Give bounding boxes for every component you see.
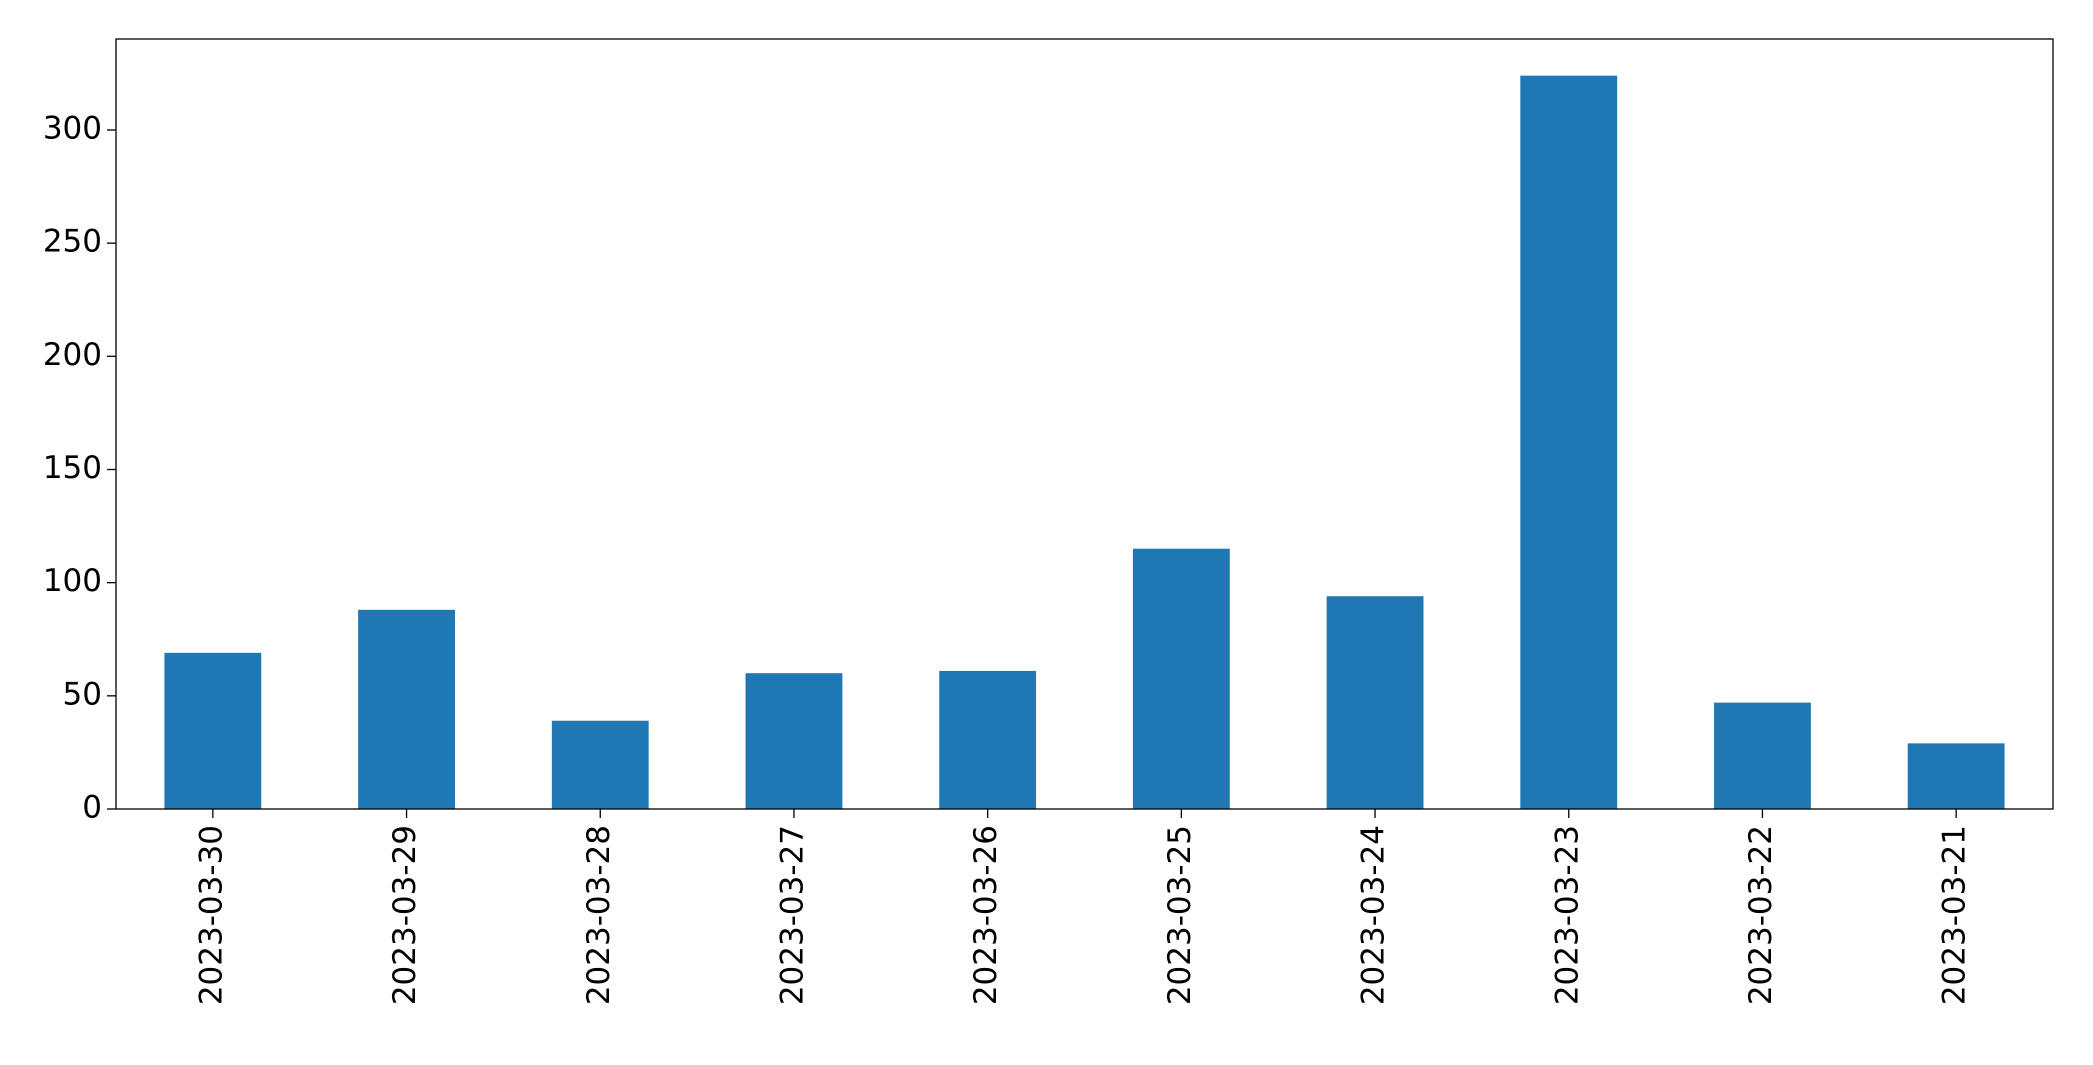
bar bbox=[1520, 75, 1618, 809]
x-tick-label: 2023-03-25 bbox=[1162, 825, 1198, 1005]
bar bbox=[551, 720, 649, 809]
plot-frame bbox=[115, 38, 2054, 810]
y-tick-label: 300 bbox=[43, 110, 102, 146]
bar bbox=[745, 673, 843, 809]
bar bbox=[358, 609, 455, 809]
y-tick-label: 50 bbox=[63, 676, 102, 712]
bar bbox=[1907, 743, 2005, 809]
x-tick-label: 2023-03-30 bbox=[193, 825, 229, 1005]
x-tick-label: 2023-03-28 bbox=[581, 825, 617, 1005]
y-tick-label: 100 bbox=[43, 563, 102, 599]
x-tick-label: 2023-03-29 bbox=[387, 825, 423, 1005]
y-tick-label: 200 bbox=[43, 337, 102, 373]
y-tick-label: 250 bbox=[43, 224, 102, 260]
x-tick-label: 2023-03-22 bbox=[1743, 825, 1779, 1005]
x-tick-label: 2023-03-27 bbox=[774, 825, 810, 1005]
bar bbox=[1326, 596, 1424, 809]
y-tick-label: 0 bbox=[82, 790, 102, 826]
bar bbox=[1132, 548, 1230, 809]
x-tick-label: 2023-03-21 bbox=[1937, 825, 1973, 1005]
x-tick-label: 2023-03-26 bbox=[968, 825, 1004, 1005]
bar bbox=[164, 652, 262, 809]
bar bbox=[939, 670, 1037, 809]
y-tick-label: 150 bbox=[43, 450, 102, 486]
bar bbox=[1714, 702, 1811, 809]
x-tick-label: 2023-03-24 bbox=[1356, 825, 1392, 1005]
x-tick-label: 2023-03-23 bbox=[1549, 825, 1585, 1005]
